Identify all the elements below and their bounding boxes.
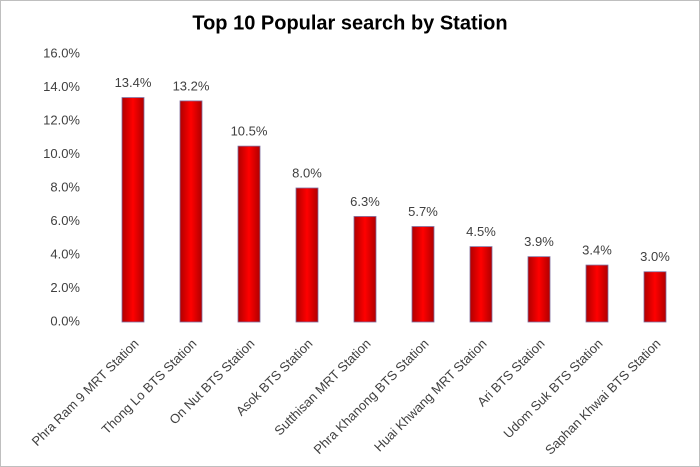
data-label: 3.9% xyxy=(524,234,554,249)
bar xyxy=(411,226,435,323)
bar xyxy=(237,145,261,323)
data-label: 13.4% xyxy=(115,75,152,90)
y-tick-label: 2.0% xyxy=(50,280,80,295)
bar xyxy=(585,264,609,323)
y-tick-label: 10.0% xyxy=(43,146,80,161)
bar xyxy=(527,256,551,323)
data-label: 8.0% xyxy=(292,165,322,180)
y-tick-label: 16.0% xyxy=(43,45,80,60)
bar xyxy=(295,187,319,323)
data-label: 13.2% xyxy=(173,78,210,93)
y-tick-label: 12.0% xyxy=(43,112,80,127)
bar xyxy=(469,246,493,323)
bar xyxy=(179,100,203,323)
y-tick-label: 4.0% xyxy=(50,246,80,261)
data-label: 6.3% xyxy=(350,194,380,209)
data-label: 5.7% xyxy=(408,204,438,219)
y-tick-label: 0.0% xyxy=(50,313,80,328)
bar xyxy=(643,271,667,323)
data-label: 4.5% xyxy=(466,224,496,239)
data-label: 3.4% xyxy=(582,242,612,257)
chart-title: Top 10 Popular search by Station xyxy=(192,12,507,34)
data-label: 10.5% xyxy=(231,124,268,139)
y-tick-label: 8.0% xyxy=(50,179,80,194)
y-tick-label: 6.0% xyxy=(50,213,80,228)
y-tick-label: 14.0% xyxy=(43,79,80,94)
bar xyxy=(121,97,145,323)
data-label: 3.0% xyxy=(640,249,670,264)
bar xyxy=(353,216,377,323)
